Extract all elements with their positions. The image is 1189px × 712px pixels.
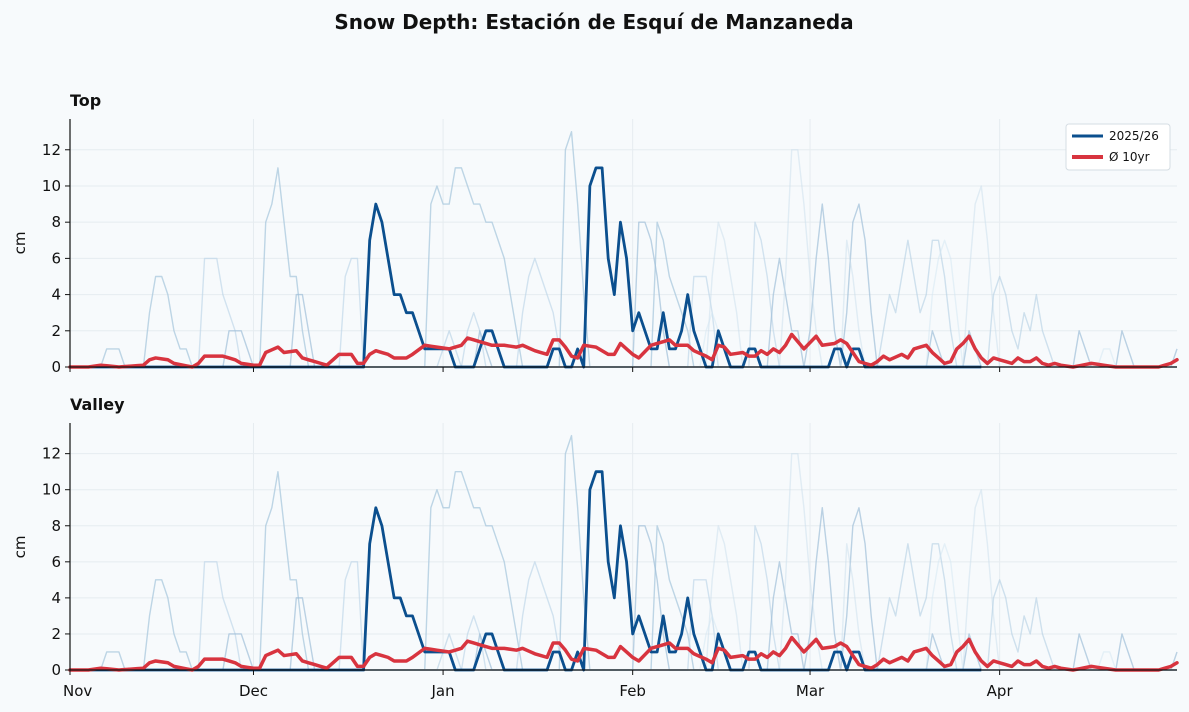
historical-season-line — [70, 507, 1178, 671]
axes-valley — [69, 423, 1177, 675]
y-tick-label: 6 — [51, 249, 61, 267]
legend-label-current: 2025/26 — [1109, 129, 1159, 143]
y-tick-label: 4 — [51, 589, 61, 607]
y-tick-label: 12 — [42, 141, 61, 159]
axes-top — [69, 119, 1177, 372]
x-tick-label: Jan — [431, 682, 455, 700]
x-tick-label: Dec — [239, 682, 268, 700]
historical-season-line — [70, 434, 1177, 671]
historical-season-line — [70, 130, 1177, 368]
gridlines-top — [70, 119, 1177, 367]
average-10yr-line — [68, 332, 1179, 369]
x-tick-label: Apr — [987, 682, 1014, 700]
y-axis-label-top: cm — [11, 232, 29, 255]
y-tick-label: 6 — [51, 553, 61, 571]
y-tick-label: 8 — [51, 517, 61, 535]
x-ticks: Nov Dec Jan Feb Mar Apr — [63, 682, 1013, 700]
y-ticks-top: 0 2 4 6 8 10 12 — [42, 141, 70, 376]
panel-valley: Valley cm 0 2 4 6 8 10 12 Nov Dec Jan Feb Mar Apr — [11, 395, 1179, 700]
panel-title-valley: Valley — [70, 395, 125, 414]
x-tick-label: Nov — [63, 682, 92, 700]
y-tick-label: 2 — [51, 322, 61, 340]
x-tick-label: Feb — [619, 682, 646, 700]
chart-title: Snow Depth: Estación de Esquí de Manzane… — [334, 10, 853, 34]
historical-season-line — [70, 203, 1178, 368]
y-tick-label: 4 — [51, 286, 61, 304]
legend-label-average: Ø 10yr — [1109, 150, 1150, 164]
panel-title-top: Top — [70, 91, 101, 110]
y-tick-label: 0 — [51, 661, 61, 679]
y-tick-label: 0 — [51, 358, 61, 376]
y-tick-label: 2 — [51, 625, 61, 643]
panel-top: Top cm 0 2 4 6 8 10 12 2025/26 Ø 10yr — [11, 91, 1179, 376]
y-tick-label: 10 — [42, 177, 61, 195]
y-tick-label: 8 — [51, 213, 61, 231]
y-axis-label-valley: cm — [11, 536, 29, 559]
x-tick-label: Mar — [796, 682, 825, 700]
history-lines-valley — [70, 434, 1178, 671]
history-lines-top — [70, 130, 1178, 368]
legend: 2025/26 Ø 10yr — [1065, 123, 1171, 171]
y-tick-label: 10 — [42, 481, 61, 499]
y-ticks-valley: 0 2 4 6 8 10 12 — [42, 445, 70, 679]
average-10yr-line — [68, 635, 1179, 672]
y-tick-label: 12 — [42, 445, 61, 463]
